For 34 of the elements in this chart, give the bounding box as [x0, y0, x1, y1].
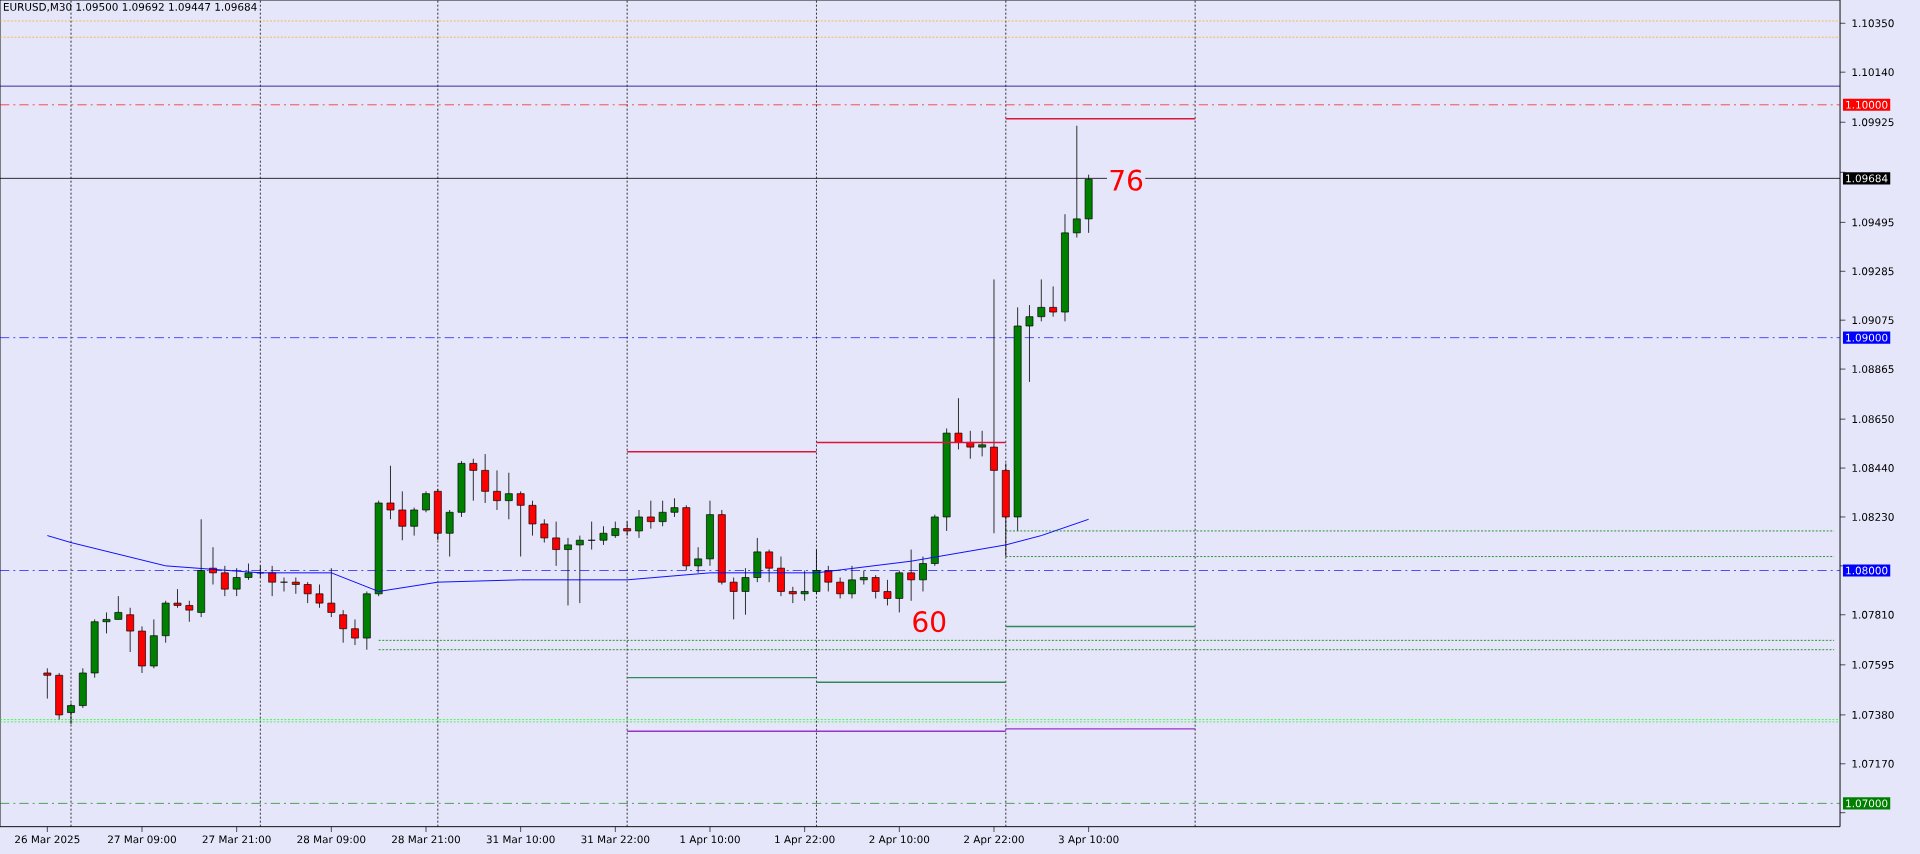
y-tick-label: 1.09495 — [1852, 218, 1894, 227]
x-tick-label: 1 Apr 10:00 — [680, 835, 740, 846]
ref-line-label: 1.09684 — [1846, 174, 1888, 183]
x-tick-label: 31 Mar 10:00 — [486, 835, 555, 844]
x-tick-label: 2 Apr 22:00 — [964, 835, 1024, 846]
x-tick-label: 1 Apr 22:00 — [775, 835, 835, 846]
y-tick-label: 1.09925 — [1852, 118, 1894, 127]
x-tick-label: 31 Mar 22:00 — [581, 835, 650, 844]
annotation: 76 — [1110, 169, 1143, 191]
y-tick-label: 1.07170 — [1852, 759, 1894, 768]
x-tick-label: 26 Mar 2025 — [15, 835, 80, 844]
y-tick-label: 1.10140 — [1852, 68, 1894, 77]
ref-line-label: 1.10000 — [1846, 100, 1888, 109]
x-tick-label: 28 Mar 21:00 — [392, 835, 460, 844]
x-tick-label: 27 Mar 09:00 — [108, 835, 176, 844]
y-tick-label: 1.07595 — [1852, 660, 1894, 669]
y-tick-label: 1.09075 — [1852, 316, 1894, 325]
ref-line-label: 1.07000 — [1846, 799, 1888, 808]
y-tick-label: 1.08440 — [1852, 464, 1894, 472]
y-tick-label: 1.08230 — [1852, 513, 1894, 521]
y-tick-label: 1.10350 — [1852, 19, 1894, 28]
x-tick-label: 28 Mar 09:00 — [297, 835, 366, 844]
y-tick-label: 1.08865 — [1852, 365, 1894, 374]
y-tick-label: 1.09285 — [1852, 267, 1894, 276]
y-tick-label: 1.07810 — [1852, 610, 1894, 619]
x-tick-label: 2 Apr 10:00 — [869, 835, 930, 846]
chart-title: EURUSD,M30 1.09500 1.09692 1.09447 1.09684 — [3, 2, 257, 12]
y-tick-label: 1.08650 — [1852, 415, 1894, 424]
ref-line-label: 1.08000 — [1846, 566, 1888, 575]
ref-line-label: 1.09000 — [1846, 333, 1888, 342]
annotation: 60 — [913, 611, 946, 633]
x-tick-label: 27 Mar 21:00 — [202, 835, 271, 844]
y-tick-label: 1.07380 — [1852, 710, 1894, 719]
x-tick-label: 3 Apr 10:00 — [1058, 835, 1119, 846]
